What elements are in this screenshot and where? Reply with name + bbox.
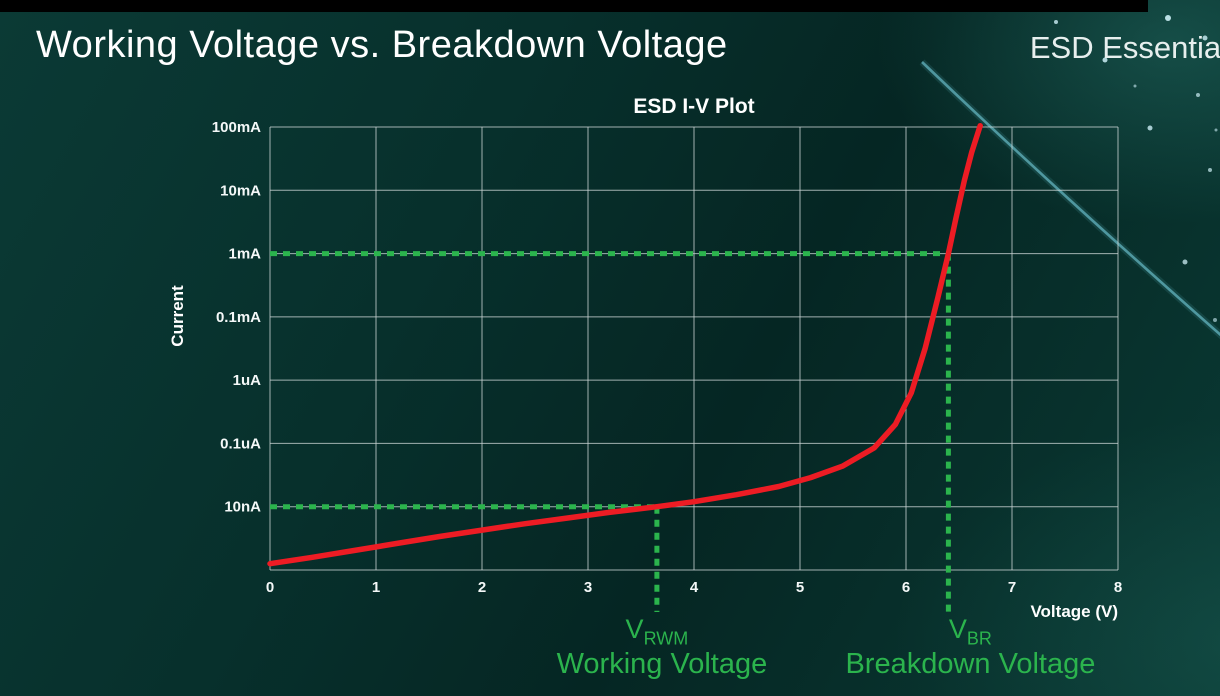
y-tick-label: 0.1uA xyxy=(220,435,261,452)
x-tick-label: 5 xyxy=(796,579,804,596)
x-tick-label: 0 xyxy=(266,579,274,596)
x-tick-label: 2 xyxy=(478,579,486,596)
vrwm-caption: Working Voltage xyxy=(556,648,768,680)
vrwm-subscript: RWM xyxy=(643,628,689,649)
x-tick-label: 3 xyxy=(584,579,592,596)
y-tick-label: 10mA xyxy=(220,182,261,199)
vbr-subscript: BR xyxy=(966,628,992,649)
y-tick-label: 10nA xyxy=(224,499,261,516)
brand-text: ESD Essential xyxy=(1029,30,1220,65)
x-tick-label: 8 xyxy=(1114,579,1122,596)
y-tick-label: 1mA xyxy=(228,246,261,263)
y-tick-label: 100mA xyxy=(212,119,261,136)
letterbox-top xyxy=(0,0,1148,12)
decor-swoosh xyxy=(921,61,1220,337)
slide-title: Working Voltage vs. Breakdown Voltage xyxy=(36,24,728,66)
vbr-label: VBR xyxy=(900,614,1040,649)
iv-curve xyxy=(267,122,983,567)
vrwm-symbol: V xyxy=(625,614,644,644)
x-tick-label: 4 xyxy=(690,579,699,596)
x-tick-label: 6 xyxy=(902,579,910,596)
y-tick-label: 0.1mA xyxy=(216,309,261,326)
vbr-caption: Breakdown Voltage xyxy=(845,648,1096,680)
chart-title: ESD I-V Plot xyxy=(633,95,755,118)
x-tick-label: 7 xyxy=(1008,579,1016,596)
vrwm-label: VRWM xyxy=(587,614,727,649)
x-axis-label: Voltage (V) xyxy=(1030,602,1118,621)
x-tick-label: 1 xyxy=(372,579,380,596)
y-tick-label: 1uA xyxy=(233,372,262,389)
vbr-symbol: V xyxy=(948,614,967,644)
